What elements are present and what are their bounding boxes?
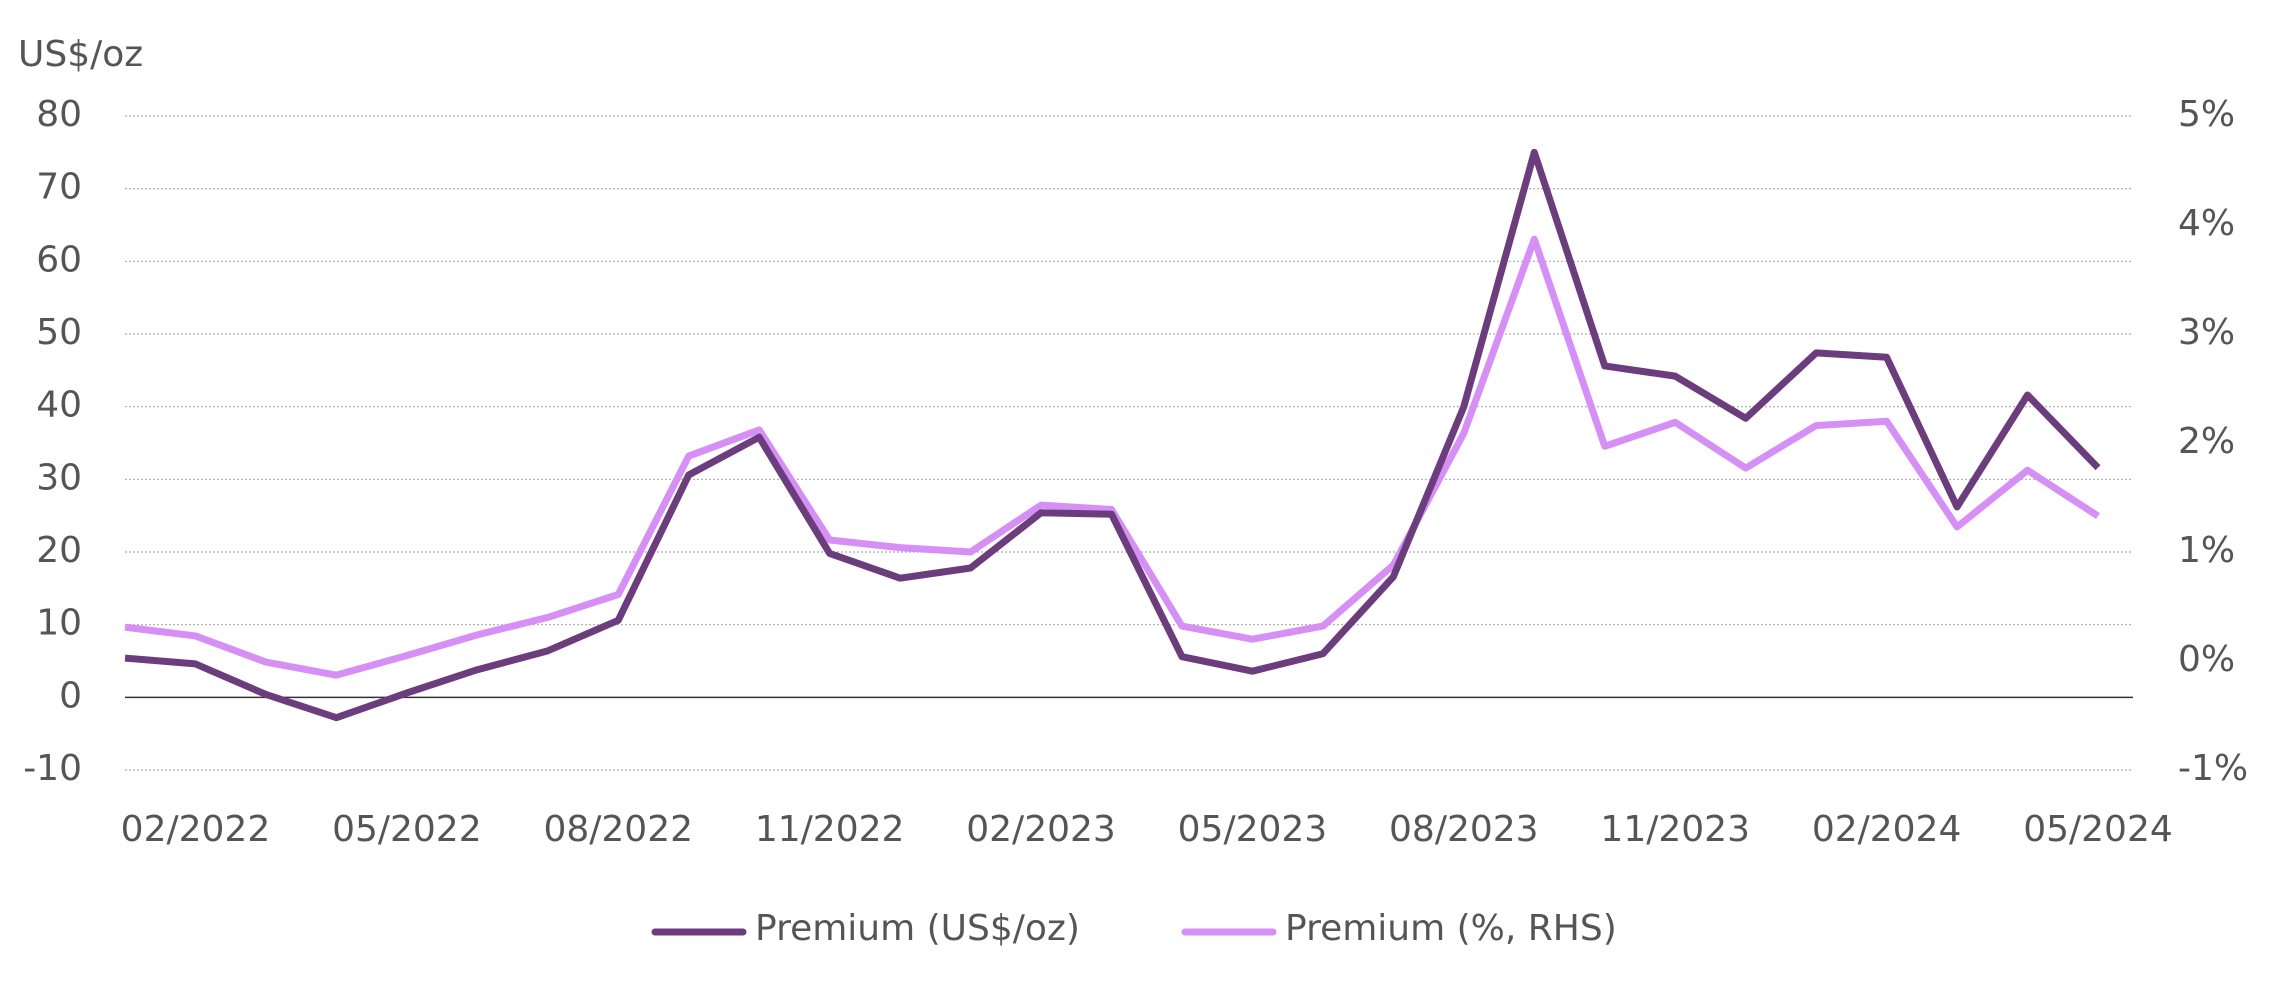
y-axis-label: US$/oz: [18, 34, 143, 75]
x-tick-label: 02/2023: [966, 809, 1116, 850]
x-tick-label: 08/2023: [1389, 809, 1539, 850]
x-tick-label: 02/2024: [1812, 809, 1962, 850]
y-tick-label: 60: [36, 239, 82, 280]
y-tick-label: 40: [36, 385, 82, 426]
y2-tick-label: 1%: [2178, 530, 2235, 571]
y-tick-label: -10: [23, 748, 82, 789]
y2-tick-label: 4%: [2178, 203, 2235, 244]
y-tick-label: 30: [36, 457, 82, 498]
x-tick-label: 11/2022: [755, 809, 905, 850]
x-tick-label: 05/2024: [2023, 809, 2173, 850]
y-tick-label: 50: [36, 312, 82, 353]
y2-tick-label: -1%: [2178, 748, 2248, 789]
legend-label: Premium (US$/oz): [755, 908, 1080, 949]
y-tick-label: 70: [36, 167, 82, 208]
y2-tick-label: 5%: [2178, 94, 2235, 135]
y2-tick-label: 3%: [2178, 312, 2235, 353]
y-tick-label: 20: [36, 530, 82, 571]
y-tick-label: 0: [59, 675, 82, 716]
x-tick-label: 11/2023: [1600, 809, 1750, 850]
legend-label: Premium (%, RHS): [1285, 908, 1617, 949]
series-line: [124, 148, 2101, 722]
y-tick-label: 80: [36, 94, 82, 135]
y2-tick-label: 0%: [2178, 639, 2235, 680]
x-tick-label: 05/2022: [332, 809, 482, 850]
x-tick-label: 05/2023: [1178, 809, 1328, 850]
y-tick-label: 10: [36, 603, 82, 644]
x-tick-label: 02/2022: [121, 809, 271, 850]
y2-tick-label: 2%: [2178, 421, 2235, 462]
x-tick-label: 08/2022: [543, 809, 693, 850]
series-line: [124, 235, 2100, 679]
